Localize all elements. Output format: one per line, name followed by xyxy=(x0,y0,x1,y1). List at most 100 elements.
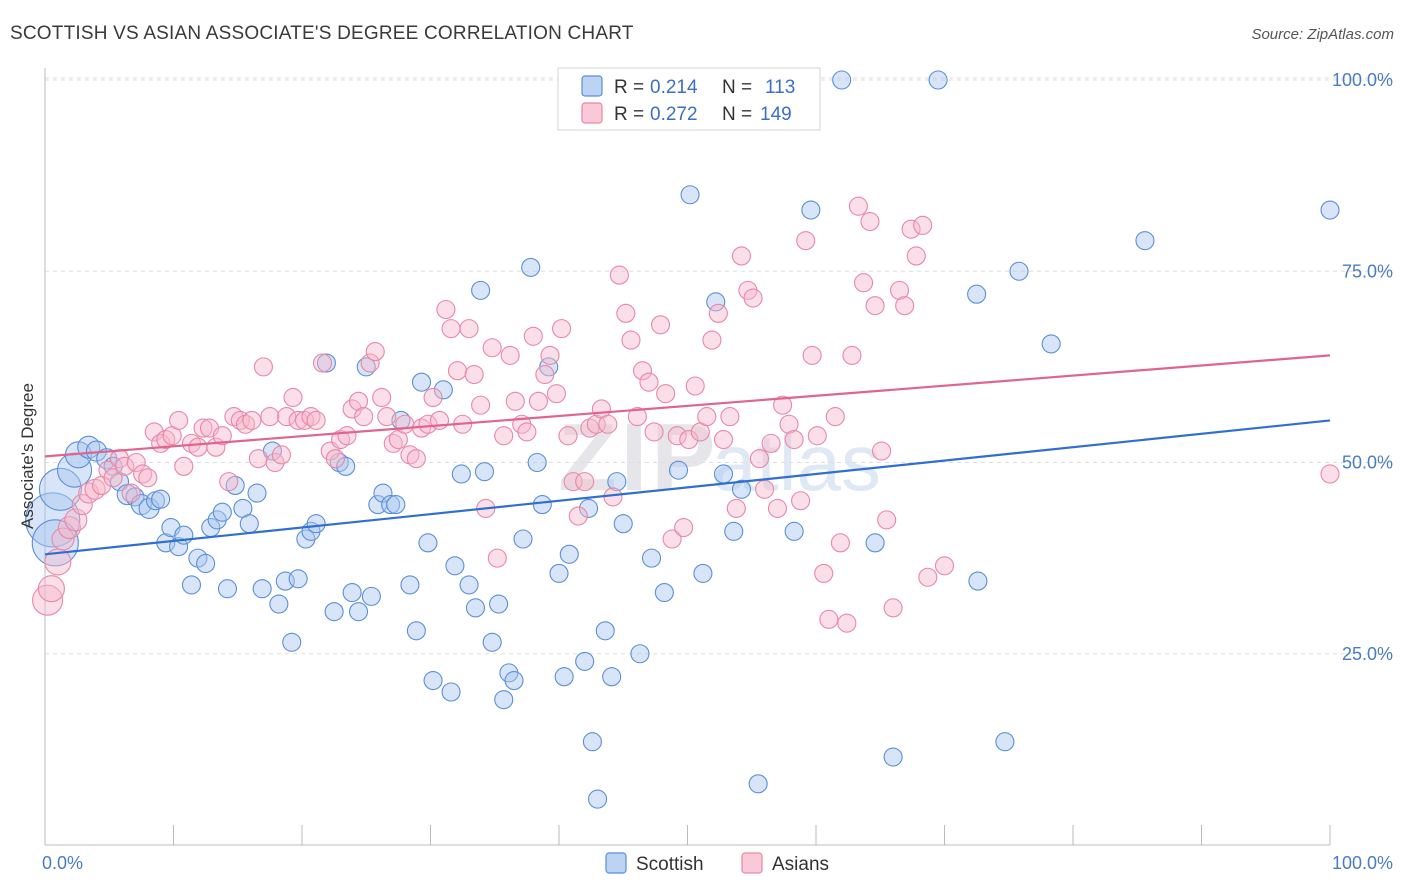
asians-point-64 xyxy=(418,414,438,434)
asians-point-72 xyxy=(464,364,484,385)
asians-point-0 xyxy=(32,584,64,616)
asians-point-91 xyxy=(575,472,595,492)
asians-point-142 xyxy=(871,441,892,461)
legend-swatch-asians xyxy=(581,102,603,124)
asians-point-68 xyxy=(441,319,461,339)
legend-r-value-scottish: 0.214 xyxy=(650,77,698,98)
asians-point-1 xyxy=(37,575,65,603)
asians-point-71 xyxy=(459,319,479,339)
scottish-point-47 xyxy=(361,586,381,606)
scottish-point-105 xyxy=(968,571,988,591)
asians-point-67 xyxy=(436,299,456,320)
asians-point-151 xyxy=(934,556,955,576)
asians-point-137 xyxy=(842,345,862,365)
scottish-point-89 xyxy=(654,582,674,603)
asians-point-141 xyxy=(865,296,885,316)
asians-point-116 xyxy=(720,407,740,427)
scottish-points xyxy=(25,70,1340,809)
scottish-point-43 xyxy=(336,456,356,476)
legend-r-label-asians: R = xyxy=(614,104,644,125)
asians-point-136 xyxy=(837,613,857,633)
scottish-point-49 xyxy=(373,483,393,503)
asians-point-54 xyxy=(360,353,380,373)
asians-point-148 xyxy=(906,246,926,266)
asians-point-85 xyxy=(540,345,560,365)
asians-point-106 xyxy=(662,529,682,549)
asians-point-45 xyxy=(306,410,326,430)
asians-point-83 xyxy=(528,391,548,411)
asians-point-152 xyxy=(1320,464,1340,484)
scottish-point-107 xyxy=(1009,261,1029,281)
scottish-point-46 xyxy=(356,357,376,377)
scottish-point-15 xyxy=(151,489,171,509)
bottom-legend: Scottish Asians xyxy=(605,852,829,875)
asians-point-58 xyxy=(383,433,403,453)
y-tick-labels: 25.0% 50.0% 75.0% 100.0% xyxy=(1332,70,1393,664)
scottish-point-18 xyxy=(169,537,189,557)
legend: R = 0.214 N = 113 R = 0.272 N = 149 xyxy=(557,67,821,131)
bottom-legend-swatch-scottish xyxy=(605,852,627,874)
asians-point-76 xyxy=(487,548,507,568)
scottish-point-67 xyxy=(489,594,509,614)
bottom-legend-label-scottish: Scottish xyxy=(636,854,704,875)
asians-point-86 xyxy=(546,384,566,404)
asians-point-4 xyxy=(57,515,81,540)
asians-points xyxy=(32,196,1340,633)
y-tick-label-25: 25.0% xyxy=(1342,644,1393,664)
scottish-point-1 xyxy=(31,519,79,567)
asians-point-115 xyxy=(713,429,734,450)
scottish-point-102 xyxy=(883,747,903,767)
scottish-point-108 xyxy=(1041,334,1061,354)
scottish-point-78 xyxy=(559,544,579,564)
asians-point-14 xyxy=(121,483,141,503)
asians-trendline xyxy=(44,354,1331,458)
asians-point-81 xyxy=(517,422,537,442)
asians-point-93 xyxy=(586,414,606,434)
asians-point-44 xyxy=(301,407,321,427)
scottish-point-63 xyxy=(465,598,486,618)
scottish-point-58 xyxy=(433,380,453,400)
legend-n-label-asians: N = xyxy=(722,104,752,125)
scottish-point-59 xyxy=(441,682,461,702)
scottish-point-51 xyxy=(386,495,406,515)
asians-point-125 xyxy=(773,395,793,415)
scottish-trendline xyxy=(44,419,1331,556)
asians-point-75 xyxy=(482,338,502,358)
asians-point-110 xyxy=(685,376,705,396)
scottish-point-36 xyxy=(288,569,308,589)
scottish-point-97 xyxy=(748,774,768,794)
x-tick-label-min: 0.0% xyxy=(42,853,83,873)
legend-n-value-asians: 149 xyxy=(760,104,792,125)
asians-point-60 xyxy=(395,414,415,434)
asians-point-112 xyxy=(697,407,717,427)
scottish-point-109 xyxy=(1135,231,1155,251)
asians-point-122 xyxy=(755,479,775,499)
asians-point-135 xyxy=(830,533,850,553)
asians-point-39 xyxy=(271,445,291,465)
scottish-point-91 xyxy=(680,185,700,205)
asians-point-69 xyxy=(447,361,468,381)
asians-point-121 xyxy=(749,449,770,469)
scottish-point-53 xyxy=(400,575,420,595)
y-tick-label-50: 50.0% xyxy=(1342,453,1393,473)
asians-point-105 xyxy=(656,384,676,404)
asians-point-113 xyxy=(702,330,722,350)
asians-point-102 xyxy=(639,372,659,392)
scottish-point-95 xyxy=(724,521,744,541)
scottish-point-39 xyxy=(306,514,326,534)
asians-point-150 xyxy=(918,567,938,587)
scottish-point-76 xyxy=(549,563,569,583)
asians-point-40 xyxy=(277,407,297,427)
legend-n-value-scottish: 113 xyxy=(765,77,795,98)
legend-r-value-asians: 0.272 xyxy=(650,104,698,125)
asians-point-46 xyxy=(313,353,333,373)
scottish-point-83 xyxy=(595,621,615,641)
y-tick-label-75: 75.0% xyxy=(1342,261,1393,281)
scottish-point-64 xyxy=(471,280,491,300)
asians-point-11 xyxy=(103,468,123,488)
asians-point-88 xyxy=(558,426,578,446)
scottish-point-55 xyxy=(411,372,432,392)
scottish-point-70 xyxy=(504,670,524,691)
asians-point-146 xyxy=(895,296,915,316)
asians-point-22 xyxy=(169,410,189,430)
